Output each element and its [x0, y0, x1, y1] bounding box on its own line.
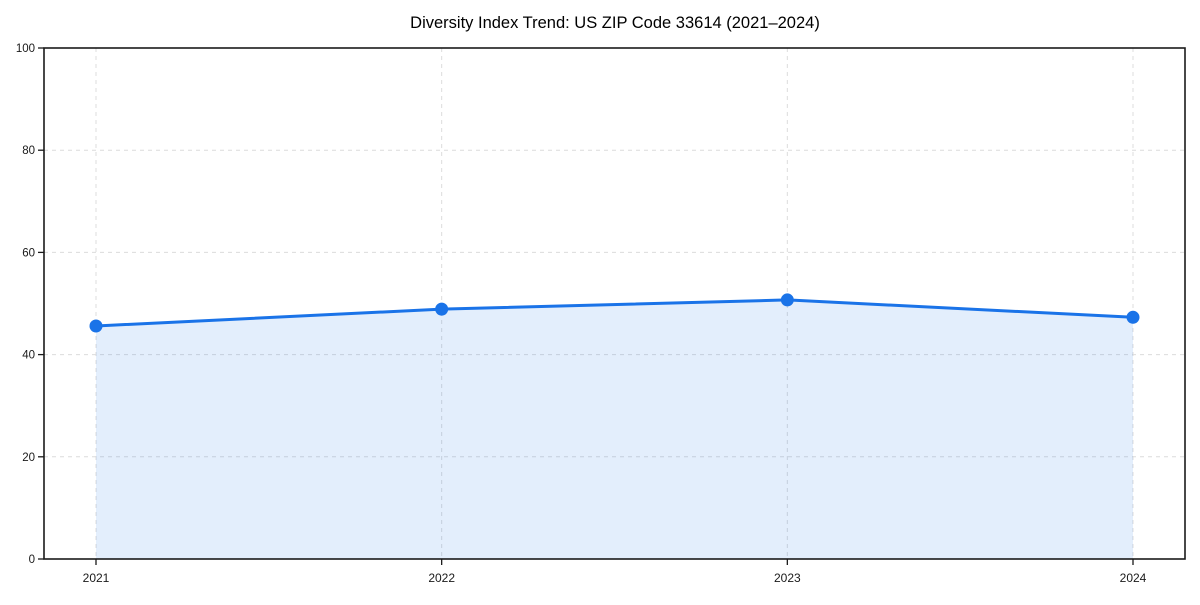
y-tick-label-40: 40 — [22, 350, 35, 362]
y-tick-label-80: 80 — [22, 145, 35, 157]
data-point-2023 — [780, 293, 794, 307]
data-point-2024 — [1126, 310, 1140, 324]
y-tick-label-20: 20 — [22, 452, 35, 464]
area-fill — [96, 299, 1133, 559]
y-tick-label-60: 60 — [22, 247, 35, 259]
x-tick-label-2024: 2024 — [1120, 571, 1147, 585]
x-tick-label-2023: 2023 — [774, 571, 801, 585]
plot-border — [43, 47, 1186, 560]
chart-title: Diversity Index Trend: US ZIP Code 33614… — [410, 14, 820, 32]
y-tick-label-100: 100 — [16, 43, 35, 55]
x-tick-label-2021: 2021 — [83, 571, 110, 585]
data-point-2022 — [435, 302, 449, 316]
data-point-2021 — [89, 319, 103, 333]
y-tick-label-0: 0 — [29, 554, 35, 566]
x-tick-label-2022: 2022 — [428, 571, 455, 585]
trend-line — [94, 298, 1135, 328]
